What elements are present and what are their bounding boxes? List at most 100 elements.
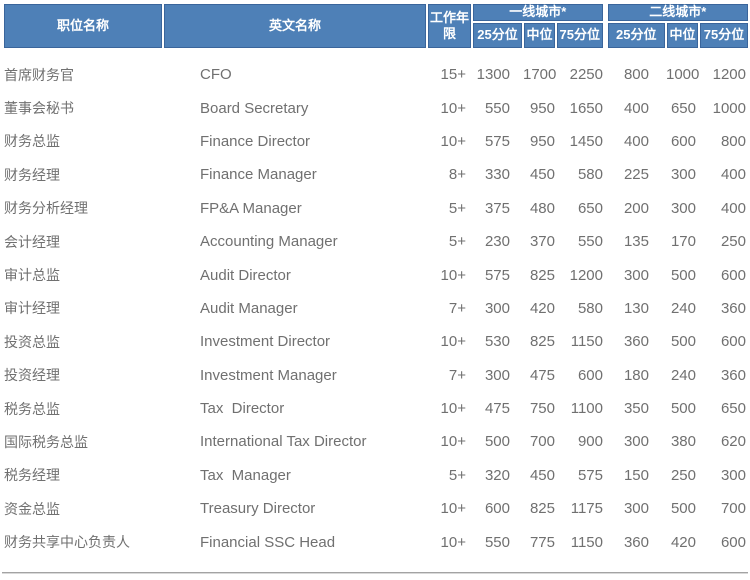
tier1-p25: 320 [484,466,510,484]
position-name-cn: 财务经理 [4,166,60,183]
header-english: 英文名称 [162,2,428,50]
position-name-cn: 投资经理 [4,367,60,384]
tier2-p25: 800 [623,66,649,84]
table-row: 税务经理 Tax Manager 5+ 320 450 575 150 250 300 [3,459,749,492]
tier1-median: 825 [529,266,555,284]
position-name-en: FP&A Manager [200,199,302,217]
position-name-en: Audit Manager [200,299,298,317]
experience-years: 10+ [440,132,466,150]
position-name-en: Tax Director [200,400,285,418]
tier2-median: 500 [670,266,696,284]
tier2-median: 650 [670,99,696,117]
bottom-divider [2,572,748,574]
tier1-p25: 575 [484,266,510,284]
tier2-median: 240 [670,366,696,384]
salary-table: 职位名称 英文名称 工作年限 一线城市* 二线城市* 25分位 中位 75分位 … [2,2,750,559]
tier1-p25: 300 [484,366,510,384]
tier1-p25: 330 [484,166,510,184]
tier1-p75: 580 [577,166,603,184]
tier2-p25: 130 [623,299,649,317]
tier1-median: 450 [529,166,555,184]
experience-years: 10+ [440,533,466,551]
tier2-median: 250 [670,466,696,484]
tier2-p25: 400 [623,99,649,117]
header-group-tier1: 一线城市* [471,2,606,23]
header-p50-tier2: 中位 [665,21,700,50]
salary-table-container: 职位名称 英文名称 工作年限 一线城市* 二线城市* 25分位 中位 75分位 … [2,2,750,559]
position-name-cn: 财务分析经理 [4,200,88,217]
tier1-median: 775 [529,533,555,551]
tier1-p75: 1450 [569,132,603,150]
position-name-cn: 投资总监 [4,333,60,350]
tier2-median: 420 [670,533,696,551]
header-experience: 工作年限 [426,2,473,50]
tier1-median: 450 [529,466,555,484]
tier1-p25: 230 [484,233,510,251]
tier2-median: 300 [670,166,696,184]
experience-years: 10+ [440,400,466,418]
tier1-p25: 1300 [476,66,510,84]
table-row: 会计经理 Accounting Manager 5+ 230 370 550 135 170 2… [3,225,749,258]
position-name-en: Investment Manager [200,366,337,384]
tier1-p25: 600 [484,500,510,518]
position-name-cn: 财务总监 [4,133,60,150]
tier2-median: 300 [670,199,696,217]
header-p50-tier1: 中位 [522,21,557,50]
position-name-cn: 首席财务官 [4,66,74,83]
position-name-cn: 财务共享中心负责人 [4,534,130,551]
tier2-p25: 150 [623,466,649,484]
tier1-p25: 300 [484,299,510,317]
tier2-median: 240 [670,299,696,317]
tier2-p75: 600 [720,266,746,284]
experience-years: 8+ [448,166,466,184]
tier1-p25: 550 [484,99,510,117]
tier2-p75: 1200 [712,66,746,84]
position-name-cn: 审计经理 [4,300,60,317]
tier1-p25: 375 [484,199,510,217]
tier1-median: 950 [529,99,555,117]
header-p75-tier2: 75分位 [698,21,750,50]
tier2-p75: 360 [720,299,746,317]
position-name-en: Finance Manager [200,166,317,184]
experience-years: 10+ [440,500,466,518]
tier2-p75: 400 [720,199,746,217]
table-row: 财务总监 Finance Director 10+ 575 950 1450 400 600 8… [3,125,749,158]
position-name-cn: 会计经理 [4,233,60,250]
table-row: 财务经理 Finance Manager 8+ 330 450 580 225 300 400 [3,158,749,191]
tier2-median: 600 [670,132,696,150]
position-name-cn: 税务总监 [4,400,60,417]
tier2-p25: 360 [623,333,649,351]
table-header: 职位名称 英文名称 工作年限 一线城市* 二线城市* 25分位 中位 75分位 … [2,2,750,50]
header-group-tier2: 二线城市* [602,2,750,23]
experience-years: 15+ [440,66,466,84]
header-position: 职位名称 [2,2,164,50]
tier1-median: 475 [529,366,555,384]
experience-years: 7+ [448,366,466,384]
tier1-p25: 500 [484,433,510,451]
table-row: 资金总监 Treasury Director 10+ 600 825 1175 300 500… [3,492,749,525]
tier1-median: 1700 [523,66,556,84]
table-body: 首席财务官 CFO 15+ 1300 1700 2250 800 1000 1200 董事会秘书 B… [3,49,749,559]
table-row: 董事会秘书 Board Secretary 10+ 550 950 1650 400 650 1… [3,91,749,124]
experience-years: 5+ [448,466,466,484]
tier1-median: 370 [529,233,555,251]
tier1-p75: 550 [577,233,603,251]
tier2-p25: 135 [623,233,649,251]
experience-years: 10+ [440,99,466,117]
tier1-p75: 650 [577,199,603,217]
table-row: 审计总监 Audit Director 10+ 575 825 1200 300 500 600 [3,258,749,291]
tier2-p75: 600 [720,333,746,351]
table-row: 财务共享中心负责人 Financial SSC Head 10+ 550 775 1150… [3,525,749,558]
tier1-median: 825 [529,500,555,518]
position-name-en: International Tax Director [200,433,367,451]
tier1-p25: 550 [484,533,510,551]
tier1-p75: 1175 [570,500,603,518]
experience-years: 10+ [440,333,466,351]
tier2-p75: 620 [720,433,746,451]
experience-years: 10+ [440,266,466,284]
tier2-median: 170 [670,233,696,251]
tier1-median: 750 [529,400,555,418]
tier1-median: 700 [529,433,555,451]
table-row: 投资经理 Investment Manager 7+ 300 475 600 180 240 3… [3,359,749,392]
tier2-p75: 700 [720,500,746,518]
